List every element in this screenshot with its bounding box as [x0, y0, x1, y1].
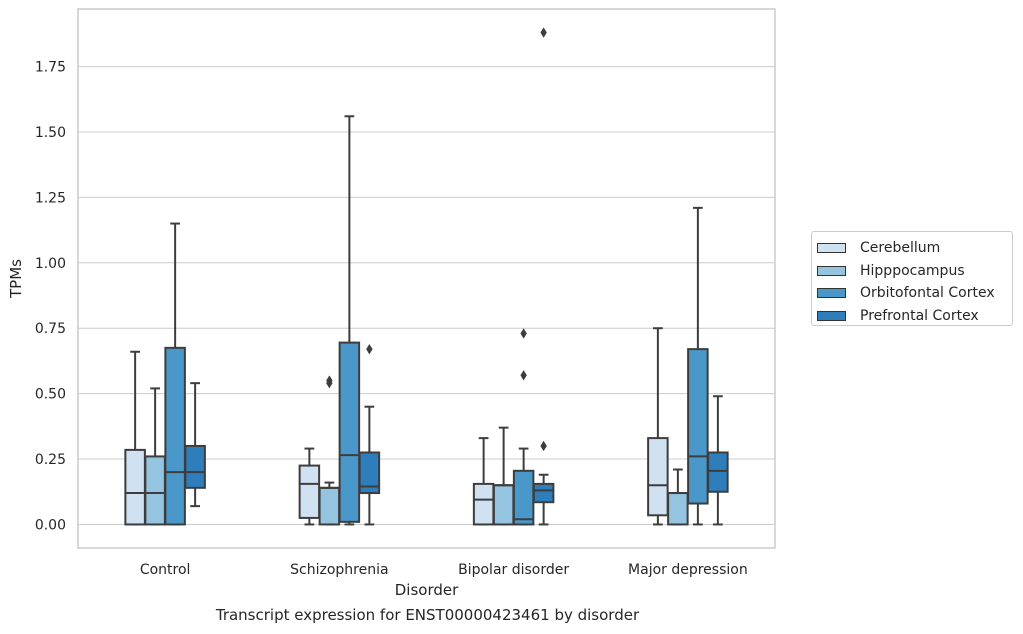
- box-iqr: [164, 346, 186, 526]
- figure-caption: Transcript expression for ENST0000042346…: [215, 606, 640, 624]
- x-tick-label: Bipolar disorder: [458, 562, 569, 578]
- y-tick-label: 0.25: [35, 452, 66, 468]
- box-iqr: [358, 451, 381, 495]
- chart-legend: Cerebellum Hipppocampus Orbitofontal Cor…: [811, 231, 1013, 326]
- y-tick-label: 0.75: [35, 321, 66, 337]
- box-iqr: [298, 464, 321, 519]
- legend-swatch-hippocampus: [817, 265, 846, 276]
- x-tick-label: Schizophrenia: [290, 562, 388, 578]
- x-tick-label: Major depression: [628, 562, 748, 578]
- y-tick-label: 1.50: [35, 125, 66, 141]
- legend-swatch-cerebellum: [817, 243, 846, 254]
- legend-item-prefrontal-cortex: Prefrontal Cortex: [817, 305, 1012, 328]
- box-iqr: [338, 341, 361, 523]
- legend-item-hippocampus: Hipppocampus: [817, 260, 1012, 283]
- box-iqr: [687, 348, 709, 505]
- box-iqr: [184, 444, 206, 489]
- outlier-point: [540, 27, 547, 38]
- box-iqr: [492, 484, 515, 526]
- box-iqr: [124, 448, 146, 526]
- legend-swatch-orbitofrontal-cortex: [817, 288, 846, 299]
- y-tick-label: 1.75: [35, 60, 66, 76]
- y-tick-label: 0.50: [35, 387, 66, 403]
- box-iqr: [512, 469, 535, 526]
- legend-label-hippocampus: Hipppocampus: [860, 262, 965, 279]
- box-iqr: [667, 492, 689, 526]
- legend-item-orbitofrontal-cortex: Orbitofontal Cortex: [817, 282, 1012, 305]
- legend-item-cerebellum: Cerebellum: [817, 237, 1012, 260]
- outlier-point: [520, 328, 527, 339]
- x-tick-label: Control: [140, 562, 191, 578]
- legend-label-prefrontal-cortex: Prefrontal Cortex: [860, 307, 979, 324]
- plot-frame: [77, 8, 776, 549]
- y-tick-label: 1.00: [35, 256, 66, 272]
- box-iqr: [532, 482, 555, 504]
- outlier-point: [540, 440, 547, 452]
- x-axis-label: Disorder: [395, 581, 459, 599]
- box-iqr: [472, 482, 495, 526]
- y-tick-label: 0.00: [35, 517, 66, 533]
- box-iqr: [144, 455, 166, 526]
- outlier-point: [520, 370, 527, 381]
- box-iqr: [647, 437, 669, 517]
- outlier-point: [326, 375, 333, 386]
- legend-label-cerebellum: Cerebellum: [860, 240, 941, 257]
- box-iqr: [707, 451, 729, 493]
- box-iqr: [318, 486, 341, 526]
- legend-label-orbitofrontal-cortex: Orbitofontal Cortex: [860, 285, 995, 302]
- y-axis-label: TPMs: [7, 259, 25, 299]
- legend-swatch-prefrontal-cortex: [817, 310, 846, 321]
- outlier-point: [366, 343, 373, 355]
- y-tick-label: 1.25: [35, 190, 66, 206]
